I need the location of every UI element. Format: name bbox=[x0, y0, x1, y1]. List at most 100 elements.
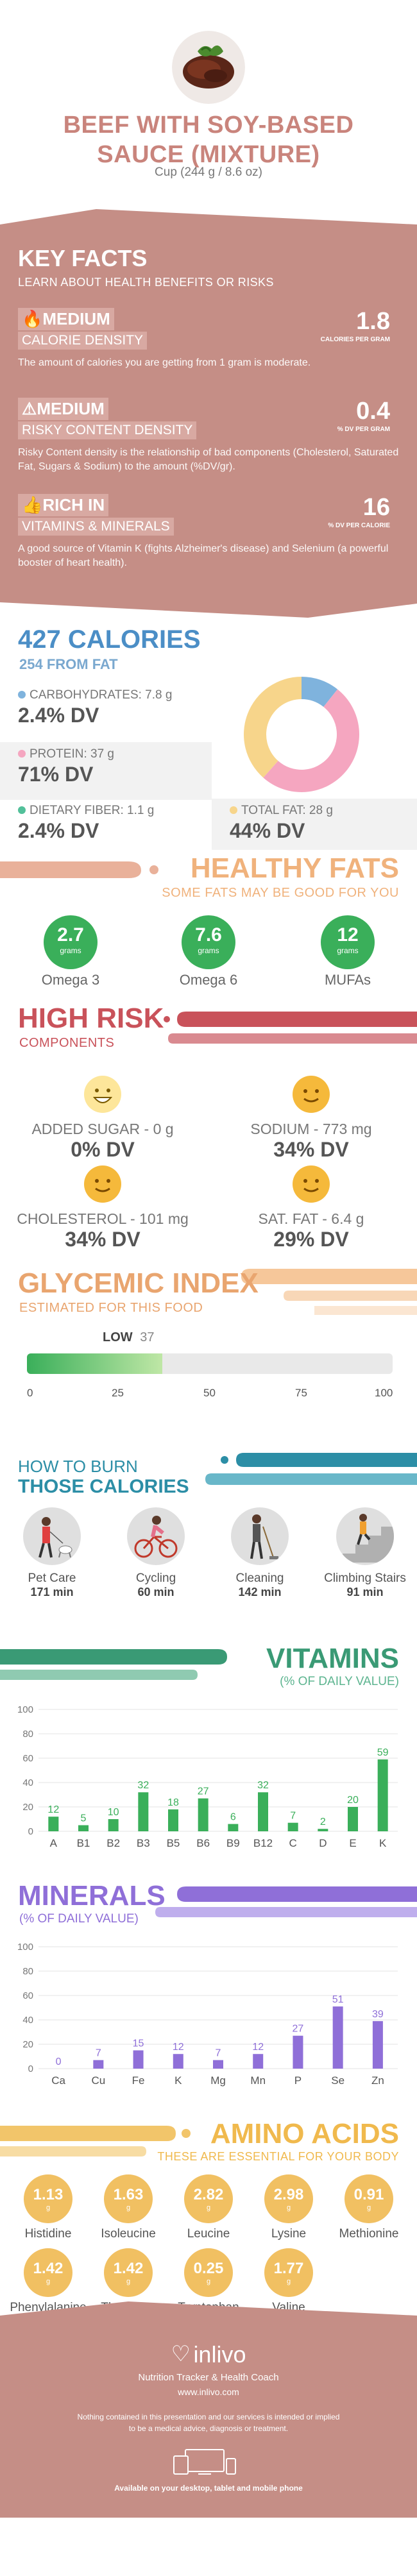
x-tick-label: A bbox=[50, 1837, 58, 1849]
healthy-fats-subtitle: SOME FATS MAY BE GOOD FOR YOU bbox=[162, 886, 399, 900]
tick-label: 75 bbox=[295, 1387, 307, 1399]
donut-slice-protein bbox=[263, 689, 360, 793]
bar bbox=[198, 1798, 208, 1831]
flame-icon: 🔥 bbox=[22, 309, 43, 328]
x-tick-label: B2 bbox=[106, 1837, 120, 1849]
healthy-fats-section: HEALTHY FATS SOME FATS MAY BE GOOD FOR Y… bbox=[0, 843, 417, 991]
glycemic-banner bbox=[241, 1269, 417, 1315]
x-tick-label: Fe bbox=[132, 2074, 145, 2087]
header: BEEF WITH SOY-BASED SAUCE (MIXTURE) Cup … bbox=[0, 0, 417, 186]
bar-value-label: 27 bbox=[293, 2024, 304, 2035]
y-tick-label: 0 bbox=[28, 1826, 33, 1837]
high-risk-section: HIGH RISK COMPONENTS ADDED SUGAR - 0 g 0… bbox=[0, 991, 417, 1251]
bar-value-label: 12 bbox=[173, 2042, 184, 2053]
bar bbox=[372, 2021, 383, 2069]
fact-label: RISKY CONTENT DENSITY bbox=[18, 421, 197, 439]
vitamins-banner bbox=[0, 1649, 227, 1680]
bar bbox=[133, 2050, 144, 2069]
tick-label: 25 bbox=[112, 1387, 124, 1399]
tick-label: 50 bbox=[203, 1387, 216, 1399]
y-tick-label: 40 bbox=[22, 1777, 33, 1788]
fact-level: ⚠MEDIUM bbox=[18, 398, 108, 420]
thumbs-up-icon: 👍 bbox=[22, 495, 43, 514]
bar bbox=[213, 2060, 223, 2069]
footer-url[interactable]: www.inlivo.com bbox=[178, 2387, 239, 2397]
fat-blob-icon: 7.6 grams bbox=[182, 915, 235, 969]
key-facts-title: KEY FACTS bbox=[18, 245, 148, 271]
amino-blob-icon: 1.77 g bbox=[264, 2248, 313, 2297]
footer: ♡ inlivo Nutrition Tracker & Health Coac… bbox=[0, 2301, 417, 2518]
footer-tagline: Nutrition Tracker & Health Coach bbox=[138, 2372, 279, 2383]
fat-blob-icon: 12 grams bbox=[321, 915, 375, 969]
risk-sat-fat: SAT. FAT - 6.4 g 29% DV bbox=[215, 1164, 407, 1251]
bar bbox=[287, 1822, 298, 1831]
fact-value: 16 bbox=[362, 494, 390, 521]
minerals-title: MINERALS bbox=[18, 1880, 166, 1911]
y-tick-label: 60 bbox=[22, 1753, 33, 1764]
risk-sodium: SODIUM - 773 mg 34% DV bbox=[215, 1074, 407, 1162]
fact-description: The amount of calories you are getting f… bbox=[18, 357, 311, 368]
x-tick-label: Ca bbox=[51, 2074, 65, 2087]
key-facts-section: KEY FACTS LEARN ABOUT HEALTH BENEFITS OR… bbox=[0, 209, 417, 618]
x-tick-label: Cu bbox=[91, 2074, 105, 2087]
calories-section: 427 CALORIES 254 FROM FAT CARBOHYDRATES:… bbox=[0, 600, 417, 850]
carbs-dot-icon bbox=[18, 691, 26, 699]
y-tick-label: 80 bbox=[22, 1729, 33, 1740]
bar bbox=[228, 1824, 239, 1831]
key-facts-bottom-edge bbox=[0, 598, 417, 618]
calories-title: 427 CALORIES bbox=[18, 625, 201, 654]
y-tick-label: 20 bbox=[22, 2039, 33, 2050]
y-tick-label: 100 bbox=[17, 1704, 33, 1715]
amino-item: 0.91 g Methionine bbox=[330, 2174, 407, 2241]
bar-value-label: 15 bbox=[133, 2038, 144, 2049]
heart-icon: ♡ bbox=[171, 2342, 191, 2366]
minerals-section: MINERALS (% OF DAILY VALUE) 0 20 40 60 80 100… bbox=[0, 1870, 417, 2110]
fat-dot-icon bbox=[230, 806, 237, 814]
glycemic-value: 37 bbox=[140, 1330, 155, 1344]
bar bbox=[168, 1809, 178, 1831]
x-tick-label: C bbox=[289, 1837, 297, 1849]
fact-description: A good source of Vitamin K (fights Alzhe… bbox=[18, 543, 389, 568]
footer-top-edge bbox=[0, 2301, 417, 2318]
glycemic-index-section: GLYCEMIC INDEX ESTIMATED FOR THIS FOOD L… bbox=[0, 1244, 417, 1434]
x-tick-label: Mn bbox=[250, 2074, 266, 2087]
healthy-fats-title: HEALTHY FATS bbox=[190, 852, 399, 884]
x-tick-label: B9 bbox=[226, 1837, 240, 1849]
bar-value-label: 0 bbox=[56, 2056, 62, 2067]
bar bbox=[318, 1829, 328, 1831]
amino-item: 1.42 g Phenylalanine bbox=[10, 2248, 87, 2315]
high-risk-subtitle: COMPONENTS bbox=[19, 1036, 115, 1050]
macro-donut-chart bbox=[244, 677, 360, 793]
amino-item: 1.63 g Isoleucine bbox=[90, 2174, 167, 2241]
fat-mufas: 12 grams MUFAs bbox=[303, 915, 393, 988]
footer-available: Available on your desktop, tablet and mo… bbox=[114, 2484, 303, 2493]
macro-protein: PROTEIN: 37 g 71% DV bbox=[0, 742, 212, 800]
burn-title-1: HOW TO BURN bbox=[18, 1457, 138, 1476]
bar bbox=[48, 1817, 59, 1831]
food-image bbox=[172, 31, 245, 104]
bar-value-label: 20 bbox=[347, 1795, 359, 1806]
y-tick-label: 60 bbox=[22, 1990, 33, 2001]
macro-fat: TOTAL FAT: 28 g 44% DV bbox=[212, 799, 417, 850]
serving-size: Cup (244 g / 8.6 oz) bbox=[155, 165, 262, 179]
bar bbox=[78, 1825, 89, 1831]
high-risk-banner bbox=[164, 1012, 417, 1044]
minerals-subtitle: (% OF DAILY VALUE) bbox=[19, 1912, 139, 1926]
y-tick-label: 20 bbox=[22, 1802, 33, 1813]
carbs-dv: 2.4% DV bbox=[18, 704, 99, 727]
title-line-1: BEEF WITH SOY-BASED bbox=[63, 112, 354, 139]
bar-value-label: 2 bbox=[320, 1817, 326, 1827]
fat-omega3: 2.7 grams Omega 3 bbox=[26, 915, 115, 988]
glycemic-reading: LOW 37 bbox=[103, 1330, 154, 1345]
activity-pet-care: Pet Care 171 min bbox=[4, 1507, 100, 1599]
fact-level: 👍RICH IN bbox=[18, 494, 109, 516]
fat-omega6: 7.6 grams Omega 6 bbox=[164, 915, 253, 988]
mopping-icon bbox=[231, 1507, 289, 1565]
minerals-banner bbox=[155, 1886, 417, 1917]
x-tick-label: Zn bbox=[371, 2074, 384, 2087]
bar-value-label: 32 bbox=[137, 1780, 149, 1791]
x-tick-label: D bbox=[319, 1837, 327, 1849]
amino-acids-section: AMINO ACIDS THESE ARE ESSENTIAL FOR YOUR… bbox=[0, 2110, 417, 2316]
fiber-dot-icon bbox=[18, 806, 26, 814]
x-tick-label: B3 bbox=[137, 1837, 150, 1849]
